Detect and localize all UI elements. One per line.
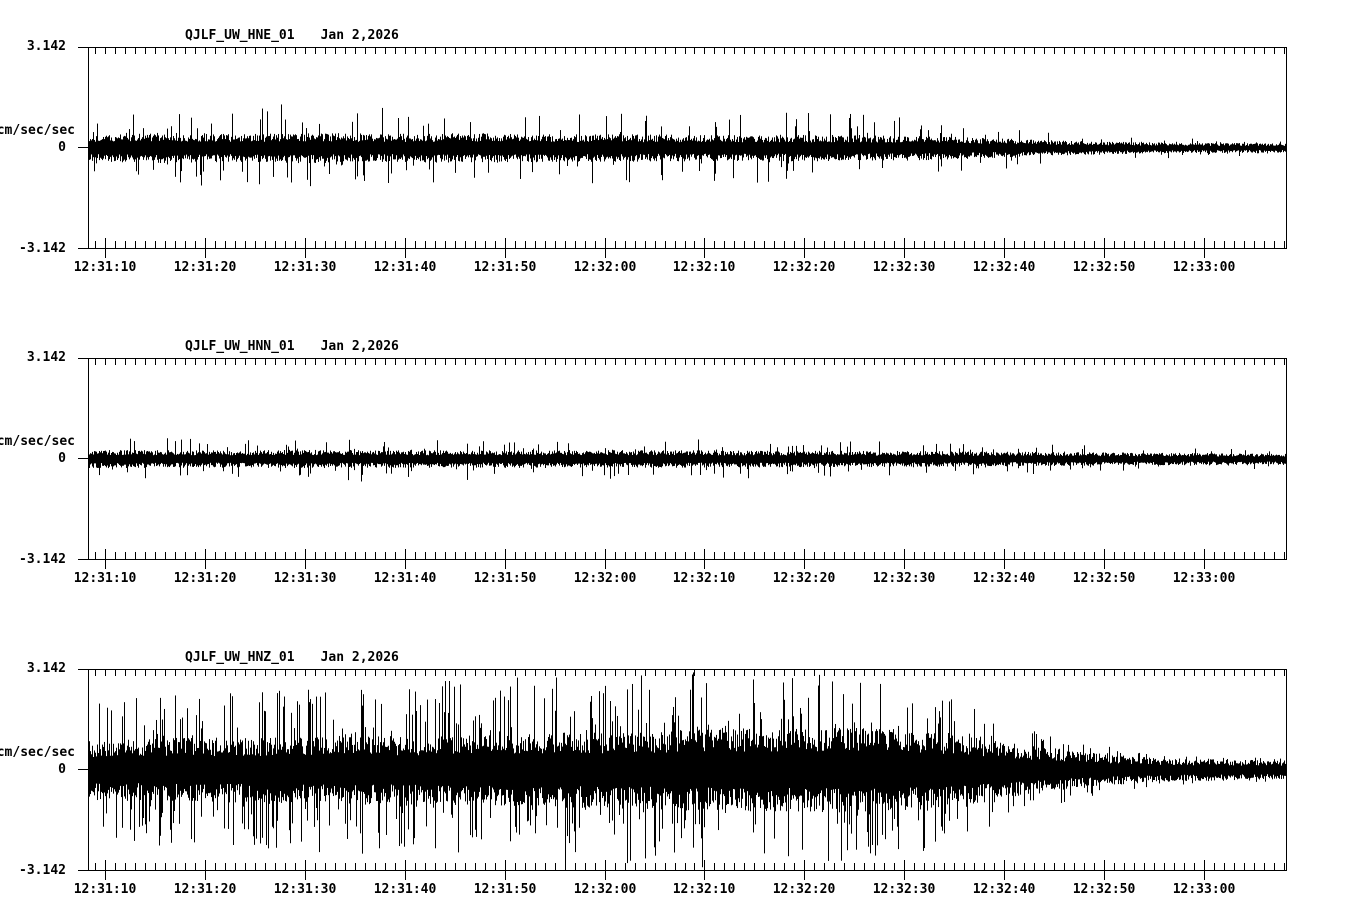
x-tick-label: 12:31:40 <box>373 882 437 897</box>
y-axis-labels: 3.142 cm/sec/sec 0 -3.142 <box>0 350 76 570</box>
y-min-label: -3.142 <box>19 863 66 878</box>
x-tick-label: 12:31:30 <box>273 882 337 897</box>
x-tick-label: 12:32:50 <box>1072 260 1136 275</box>
x-tick-label: 12:32:10 <box>672 571 736 586</box>
trace-title: QJLF_UW_HNN_01 <box>185 339 295 354</box>
trace-date: Jan 2,2026 <box>320 650 399 665</box>
y-max-label: 3.142 <box>26 350 66 365</box>
x-tick-label: 12:32:40 <box>972 571 1036 586</box>
y-axis-unit: cm/sec/sec <box>0 434 75 449</box>
trace-header: QJLF_UW_HNZ_01 Jan 2,2026 <box>0 650 1358 669</box>
x-tick-label: 12:31:40 <box>373 260 437 275</box>
x-tick-label: 12:32:30 <box>872 882 936 897</box>
x-tick-label: 12:33:00 <box>1172 260 1236 275</box>
trace-header: QJLF_UW_HNE_01 Jan 2,2026 <box>0 28 1358 47</box>
trace-title: QJLF_UW_HNZ_01 <box>185 650 295 665</box>
x-tick-label: 12:32:40 <box>972 260 1036 275</box>
waveform-canvas-hnn <box>76 358 1287 570</box>
x-tick-label: 12:32:10 <box>672 260 736 275</box>
x-tick-label: 12:31:50 <box>473 882 537 897</box>
x-tick-label: 12:33:00 <box>1172 571 1236 586</box>
x-tick-label: 12:31:10 <box>73 571 137 586</box>
x-tick-label: 12:31:40 <box>373 571 437 586</box>
x-tick-label: 12:32:20 <box>772 260 836 275</box>
waveform-canvas-hne <box>76 47 1287 259</box>
x-tick-label: 12:32:50 <box>1072 882 1136 897</box>
x-tick-label: 12:31:30 <box>273 571 337 586</box>
x-tick-label: 12:31:10 <box>73 882 137 897</box>
y-min-label: -3.142 <box>19 241 66 256</box>
x-tick-label: 12:32:00 <box>573 571 637 586</box>
trace-date: Jan 2,2026 <box>320 339 399 354</box>
y-axis-unit: cm/sec/sec <box>0 123 75 138</box>
y-zero-label: 0 <box>58 140 66 155</box>
x-tick-label: 12:32:20 <box>772 882 836 897</box>
x-tick-label: 12:32:50 <box>1072 571 1136 586</box>
x-tick-label: 12:31:50 <box>473 571 537 586</box>
y-axis-labels: 3.142 cm/sec/sec 0 -3.142 <box>0 39 76 259</box>
trace-panel-hnn: QJLF_UW_HNN_01 Jan 2,2026 3.142 cm/sec/se… <box>0 339 1358 588</box>
x-tick-label: 12:32:00 <box>573 260 637 275</box>
y-axis-labels: 3.142 cm/sec/sec 0 -3.142 <box>0 661 76 881</box>
x-tick-label: 12:31:20 <box>173 571 237 586</box>
trace-title: QJLF_UW_HNE_01 <box>185 28 295 43</box>
x-tick-label: 12:31:20 <box>173 882 237 897</box>
x-tick-label: 12:32:30 <box>872 571 936 586</box>
x-tick-label: 12:31:10 <box>73 260 137 275</box>
x-tick-label: 12:32:00 <box>573 882 637 897</box>
trace-panel-hne: QJLF_UW_HNE_01 Jan 2,2026 3.142 cm/sec/se… <box>0 0 1358 277</box>
trace-panel-hnz: QJLF_UW_HNZ_01 Jan 2,2026 3.142 cm/sec/se… <box>0 650 1358 899</box>
x-tick-label: 12:32:10 <box>672 882 736 897</box>
y-axis-unit: cm/sec/sec <box>0 745 75 760</box>
x-tick-label: 12:31:20 <box>173 260 237 275</box>
x-axis-labels: 12:31:10 12:31:20 12:31:30 12:31:40 12:31:50… <box>73 259 1287 277</box>
x-axis-labels: 12:31:10 12:31:20 12:31:30 12:31:40 12:31:50… <box>73 881 1287 899</box>
x-tick-label: 12:32:40 <box>972 882 1036 897</box>
y-max-label: 3.142 <box>26 661 66 676</box>
trace-header: QJLF_UW_HNN_01 Jan 2,2026 <box>0 339 1358 358</box>
x-tick-label: 12:32:30 <box>872 260 936 275</box>
trace-date: Jan 2,2026 <box>320 28 399 43</box>
x-tick-label: 12:31:50 <box>473 260 537 275</box>
x-tick-label: 12:32:20 <box>772 571 836 586</box>
x-tick-label: 12:31:30 <box>273 260 337 275</box>
x-axis-labels: 12:31:10 12:31:20 12:31:30 12:31:40 12:31:50… <box>73 570 1287 588</box>
y-zero-label: 0 <box>58 762 66 777</box>
waveform-canvas-hnz <box>76 669 1287 881</box>
y-max-label: 3.142 <box>26 39 66 54</box>
y-zero-label: 0 <box>58 451 66 466</box>
y-min-label: -3.142 <box>19 552 66 567</box>
x-tick-label: 12:33:00 <box>1172 882 1236 897</box>
